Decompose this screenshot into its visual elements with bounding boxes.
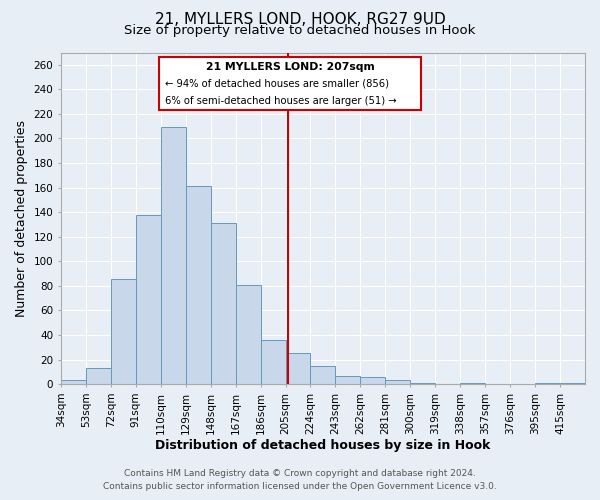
Bar xyxy=(136,214,161,384)
Bar xyxy=(86,368,111,384)
Bar xyxy=(310,366,335,384)
Bar xyxy=(286,354,310,384)
Text: 21 MYLLERS LOND: 207sqm: 21 MYLLERS LOND: 207sqm xyxy=(206,62,374,72)
Bar xyxy=(335,376,361,384)
Text: 21, MYLLERS LOND, HOOK, RG27 9UD: 21, MYLLERS LOND, HOOK, RG27 9UD xyxy=(155,12,445,28)
Y-axis label: Number of detached properties: Number of detached properties xyxy=(15,120,28,317)
Bar xyxy=(460,383,485,384)
Text: Contains HM Land Registry data © Crown copyright and database right 2024.
Contai: Contains HM Land Registry data © Crown c… xyxy=(103,470,497,491)
Bar xyxy=(535,383,560,384)
Bar xyxy=(211,224,236,384)
Text: 6% of semi-detached houses are larger (51) →: 6% of semi-detached houses are larger (5… xyxy=(165,96,397,106)
Bar xyxy=(161,128,186,384)
Bar xyxy=(186,186,211,384)
Bar xyxy=(236,284,260,384)
Bar xyxy=(361,377,385,384)
Bar xyxy=(260,340,286,384)
Text: Size of property relative to detached houses in Hook: Size of property relative to detached ho… xyxy=(124,24,476,37)
Bar xyxy=(111,278,136,384)
Bar xyxy=(560,383,585,384)
FancyBboxPatch shape xyxy=(160,58,421,110)
Bar xyxy=(61,380,86,384)
Bar xyxy=(385,380,410,384)
Text: ← 94% of detached houses are smaller (856): ← 94% of detached houses are smaller (85… xyxy=(165,79,389,89)
X-axis label: Distribution of detached houses by size in Hook: Distribution of detached houses by size … xyxy=(155,440,491,452)
Bar xyxy=(410,383,435,384)
